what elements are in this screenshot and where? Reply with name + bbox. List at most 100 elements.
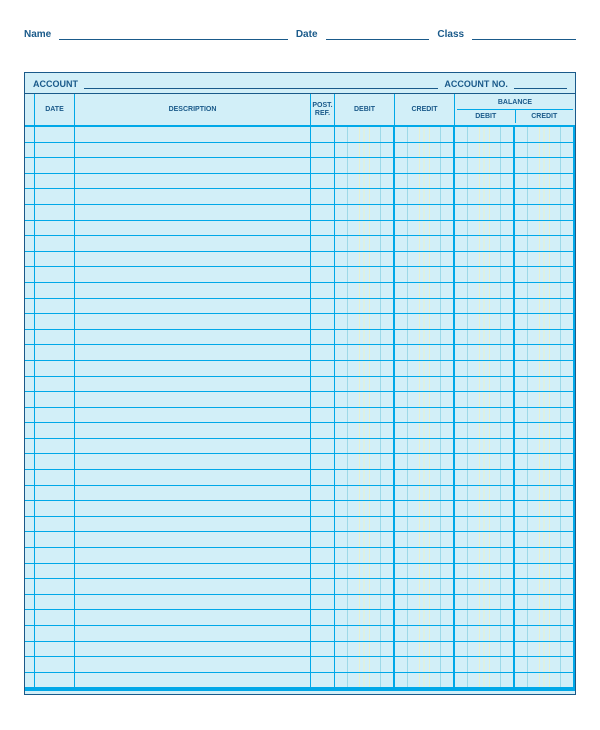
- cell-post-ref: [311, 595, 335, 610]
- amount-cell: [515, 626, 575, 641]
- amount-sub: [468, 189, 500, 204]
- cell-date: [35, 517, 75, 532]
- amount-sub: [528, 361, 560, 376]
- amount-cell: [455, 361, 515, 376]
- amount-sub: [455, 267, 468, 282]
- cell-date: [35, 174, 75, 189]
- amount-cell: [395, 657, 455, 672]
- amount-sub: [561, 127, 573, 142]
- cell-balance: [455, 252, 575, 267]
- cell-description: [75, 267, 311, 282]
- cell-description: [75, 657, 311, 672]
- amount-sub: [515, 501, 528, 516]
- cell-balance: [455, 673, 575, 688]
- amount-sub: [515, 548, 528, 563]
- cell-check: [25, 252, 35, 267]
- amount-cell: [335, 361, 395, 376]
- amount-sub: [501, 330, 513, 345]
- cell-post-ref: [311, 392, 335, 407]
- amount-sub: [561, 532, 573, 547]
- amount-sub: [381, 470, 393, 485]
- amount-cell: [455, 189, 515, 204]
- amount-sub: [501, 267, 513, 282]
- cell-date: [35, 205, 75, 220]
- amount-sub: [468, 252, 500, 267]
- cell-post-ref: [311, 221, 335, 236]
- amount-sub: [501, 127, 513, 142]
- amount-sub: [501, 642, 513, 657]
- amount-sub: [561, 579, 573, 594]
- amount-sub: [335, 439, 348, 454]
- amount-cell: [455, 486, 515, 501]
- amount-sub: [501, 626, 513, 641]
- amount-cell: [335, 330, 395, 345]
- amount-sub: [381, 439, 393, 454]
- amount-sub: [395, 439, 408, 454]
- ledger-row: [25, 377, 575, 393]
- cell-date: [35, 377, 75, 392]
- amount-sub: [468, 158, 500, 173]
- amount-sub: [335, 579, 348, 594]
- amount-sub: [561, 548, 573, 563]
- amount-sub: [468, 439, 500, 454]
- amount-sub: [501, 377, 513, 392]
- amount-sub: [408, 205, 440, 220]
- amount-sub: [335, 673, 348, 688]
- cell-date: [35, 330, 75, 345]
- ledger-row: [25, 517, 575, 533]
- amount-cell: [515, 501, 575, 516]
- amount-sub: [395, 345, 408, 360]
- amount-sub: [408, 642, 440, 657]
- amount-sub: [408, 486, 440, 501]
- amount-sub: [335, 174, 348, 189]
- amount-cell: [455, 221, 515, 236]
- amount-sub: [468, 299, 500, 314]
- amount-cell: [335, 564, 395, 579]
- amount-sub: [561, 158, 573, 173]
- ledger-row: [25, 454, 575, 470]
- amount-sub: [501, 470, 513, 485]
- ledger-row: [25, 158, 575, 174]
- amount-sub: [408, 626, 440, 641]
- amount-sub: [528, 252, 560, 267]
- cell-date: [35, 158, 75, 173]
- amount-sub: [441, 143, 453, 158]
- amount-sub: [515, 486, 528, 501]
- amount-sub: [528, 299, 560, 314]
- cell-date: [35, 345, 75, 360]
- class-label: Class: [437, 29, 464, 40]
- amount-sub: [335, 299, 348, 314]
- amount-cell: [335, 673, 395, 688]
- cell-check: [25, 626, 35, 641]
- amount-sub: [561, 283, 573, 298]
- cell-balance: [455, 221, 575, 236]
- cell-date: [35, 470, 75, 485]
- amount-sub: [348, 548, 380, 563]
- amount-sub: [561, 626, 573, 641]
- amount-sub: [528, 314, 560, 329]
- amount-sub: [381, 517, 393, 532]
- amount-cell: [515, 548, 575, 563]
- amount-cell: [455, 314, 515, 329]
- cell-date: [35, 283, 75, 298]
- cell-description: [75, 579, 311, 594]
- amount-sub: [408, 330, 440, 345]
- amount-sub: [501, 610, 513, 625]
- cell-post-ref: [311, 486, 335, 501]
- header-balance-debit: DEBIT: [457, 110, 516, 123]
- amount-sub: [441, 454, 453, 469]
- amount-cell: [395, 158, 455, 173]
- amount-sub: [561, 470, 573, 485]
- amount-sub: [561, 392, 573, 407]
- amount-cell: [335, 579, 395, 594]
- amount-sub: [381, 314, 393, 329]
- amount-cell: [335, 408, 395, 423]
- amount-sub: [348, 423, 380, 438]
- amount-sub: [455, 548, 468, 563]
- cell-post-ref: [311, 299, 335, 314]
- amount-sub: [348, 189, 380, 204]
- amount-sub: [561, 189, 573, 204]
- amount-cell: [335, 548, 395, 563]
- amount-cell: [335, 377, 395, 392]
- cell-balance: [455, 486, 575, 501]
